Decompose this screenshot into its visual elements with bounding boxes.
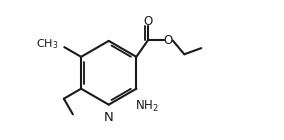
Text: O: O xyxy=(164,34,173,47)
Text: CH$_3$: CH$_3$ xyxy=(36,38,58,51)
Text: NH$_2$: NH$_2$ xyxy=(135,99,159,114)
Text: N: N xyxy=(104,111,114,124)
Text: O: O xyxy=(143,15,153,28)
